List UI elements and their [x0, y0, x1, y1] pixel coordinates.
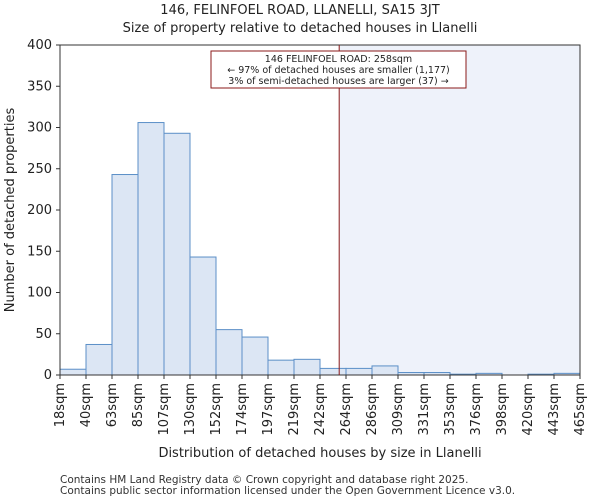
x-tick-label: 174sqm — [235, 383, 250, 436]
bar — [137, 122, 165, 376]
x-tick-label: 152sqm — [209, 383, 224, 436]
x-tick-label: 309sqm — [391, 383, 406, 436]
x-tick-label: 465sqm — [573, 383, 588, 436]
x-tick-label: 420sqm — [521, 383, 536, 436]
y-tick-label: 150 — [27, 244, 52, 259]
bar — [215, 329, 243, 376]
x-tick-label: 130sqm — [183, 383, 198, 436]
x-tick-label: 443sqm — [547, 383, 562, 436]
bar — [319, 367, 347, 376]
x-tick-label: 376sqm — [469, 383, 484, 436]
y-tick-label: 100 — [27, 286, 52, 301]
y-tick-label: 200 — [27, 203, 52, 218]
chart-title: 146, FELINFOEL ROAD, LLANELLI, SA15 3JT — [160, 3, 440, 18]
x-tick-label: 242sqm — [313, 383, 328, 436]
x-tick-label: 398sqm — [495, 383, 510, 436]
annotation-box — [210, 50, 467, 89]
x-tick-label: 264sqm — [339, 383, 354, 436]
x-axis-label: Distribution of detached houses by size … — [158, 446, 481, 461]
y-tick-label: 250 — [27, 162, 52, 177]
bar — [111, 174, 139, 376]
x-tick-label: 219sqm — [287, 383, 302, 436]
y-tick-label: 300 — [27, 121, 52, 136]
annotation-line: 146 FELINFOEL ROAD: 258sqm — [265, 54, 412, 65]
x-tick-label: 107sqm — [157, 383, 172, 436]
y-tick-label: 400 — [27, 38, 52, 53]
x-tick-label: 18sqm — [53, 383, 68, 427]
chart-subtitle: Size of property relative to detached ho… — [122, 21, 478, 36]
y-tick-label: 50 — [35, 327, 52, 342]
bar — [293, 358, 321, 376]
bar — [59, 368, 87, 376]
x-tick-label: 85sqm — [131, 383, 146, 427]
x-tick-label: 286sqm — [365, 383, 380, 436]
bar — [189, 256, 217, 376]
histogram-chart: 0 50 100 150 200 250 300 350 400 18sqm 40sqm 63sqm 8… — [3, 38, 588, 461]
x-tick-label: 331sqm — [417, 383, 432, 436]
y-tick-label: 350 — [27, 79, 52, 94]
bar — [85, 343, 113, 376]
bar — [345, 367, 373, 376]
y-axis-label: Number of detached properties — [3, 108, 18, 313]
annotation-line: ← 97% of detached houses are smaller (1,… — [227, 65, 450, 76]
bar — [163, 132, 191, 376]
x-tick-label: 63sqm — [105, 383, 120, 427]
bar — [267, 359, 295, 376]
annotation-line: 3% of semi-detached houses are larger (3… — [228, 76, 448, 87]
highlight-region — [339, 45, 580, 375]
bar — [371, 365, 399, 376]
footer-licence: Contains public sector information licen… — [60, 485, 516, 497]
x-tick-label: 197sqm — [261, 383, 276, 436]
bar — [241, 336, 269, 376]
x-tick-label: 353sqm — [443, 383, 458, 436]
y-tick-label: 0 — [44, 368, 52, 383]
footer-copyright: Contains HM Land Registry data © Crown c… — [60, 474, 469, 486]
x-tick-label: 40sqm — [79, 383, 94, 427]
